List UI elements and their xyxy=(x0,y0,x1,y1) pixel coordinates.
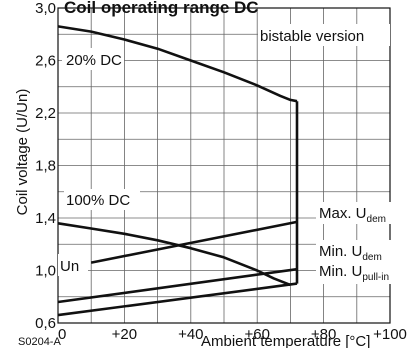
dc100-label: 100% DC xyxy=(66,192,130,209)
series-group xyxy=(57,25,299,317)
min-udem-sub: dem xyxy=(362,252,381,263)
min-udem-label: Min. Udem xyxy=(319,243,382,263)
x-tick-label: 0 xyxy=(58,326,66,343)
min-udem-label-bg xyxy=(316,240,400,262)
series-line-max-udem xyxy=(90,220,298,264)
y-tick-label: 2,6 xyxy=(35,53,56,70)
figure-code: S0204-A xyxy=(18,336,61,348)
max-udem-sub: dem xyxy=(367,214,386,225)
dc20-label-bg xyxy=(62,48,124,70)
series-line-dc100 xyxy=(57,222,291,287)
min-upull-label: Min. Upull-in xyxy=(319,263,389,283)
max-udem-main: Max. U xyxy=(319,205,367,222)
un-label-bg xyxy=(58,254,88,276)
chart-title: Coil operating range DC xyxy=(64,0,259,17)
plot-border xyxy=(57,7,391,324)
x-tick-label: +80 xyxy=(311,326,336,343)
min-upull-sub: pull-in xyxy=(362,272,389,283)
x-tick-label: +100 xyxy=(373,326,407,343)
dc20-label: 20% DC xyxy=(66,52,122,69)
bistable-label-bg xyxy=(258,24,390,46)
series-line-min-udem xyxy=(57,267,298,304)
y-tick-label: 1,0 xyxy=(35,263,56,280)
min-upull-main: Min. U xyxy=(319,263,362,280)
x-tick-label: +40 xyxy=(178,326,203,343)
y-tick-label: 1,8 xyxy=(35,158,56,175)
x-axis-label: Ambient temperature [°C] xyxy=(201,333,370,348)
series-line-dc20 xyxy=(57,25,298,103)
y-tick-label: 3,0 xyxy=(35,0,56,17)
y-tick-label: 1,4 xyxy=(35,210,56,227)
max-udem-label: Max. Udem xyxy=(319,205,386,225)
min-upull-label-bg xyxy=(316,260,400,284)
tick-labels: 0 +20 +40 +60 +80 +100 0,6 1,0 1,4 1,8 2,2 2,6 3,0 xyxy=(35,0,407,343)
un-label: Un xyxy=(60,258,79,275)
max-udem-label-bg xyxy=(316,202,400,224)
y-tick-label: 0,6 xyxy=(35,315,56,332)
y-axis-label: Coil voltage (U/Un) xyxy=(14,89,31,216)
min-udem-main: Min. U xyxy=(319,243,362,260)
x-tick-label: +20 xyxy=(112,326,137,343)
dc100-label-bg xyxy=(64,189,140,210)
x-tick-label: +60 xyxy=(244,326,269,343)
bistable-label: bistable version xyxy=(260,28,364,45)
series-line-min-upull-in xyxy=(57,282,298,317)
y-tick-label: 2,2 xyxy=(35,105,56,122)
